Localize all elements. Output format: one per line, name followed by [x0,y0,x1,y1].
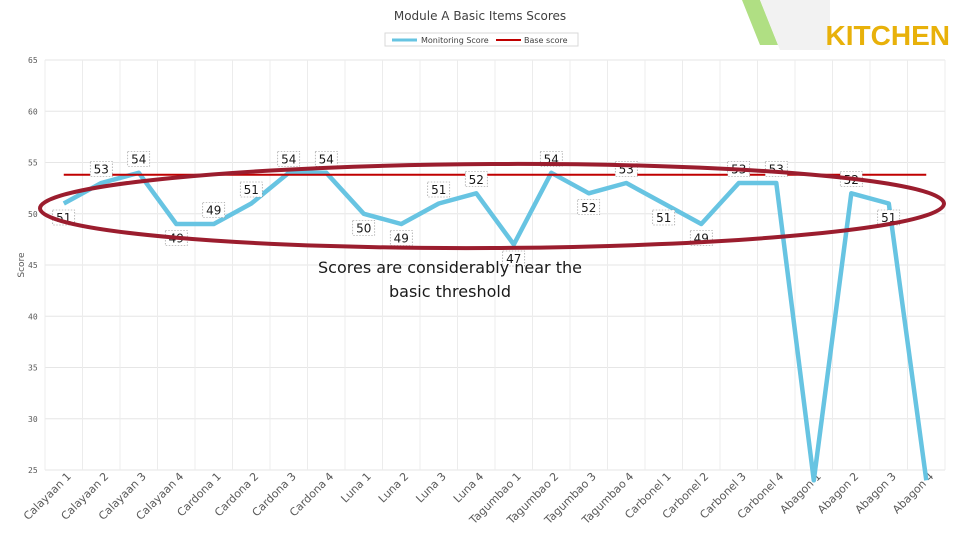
data-label-box [577,199,601,216]
corner-accent-green [742,0,778,45]
chart-title: Module A Basic Items Scores [394,9,566,23]
legend-frame [384,32,579,47]
data-label-box [127,150,151,167]
data-label: 52 [581,201,596,215]
data-label: 49 [394,232,409,246]
brand-logo-text: KITCHEN [826,20,950,51]
data-label: 52 [469,173,484,187]
data-label: 51 [431,183,446,197]
data-label: 50 [356,221,371,235]
y-tick-label: 35 [28,364,38,373]
annotation-line-1: Scores are considerably near the [318,258,582,277]
annotation-line-2: basic threshold [389,282,511,301]
x-tick-label: Luna 1 [338,470,373,505]
y-tick-label: 30 [28,415,38,424]
data-label-box [652,209,676,226]
data-label-box [502,250,526,267]
data-label-box [89,161,113,177]
y-tick-label: 55 [28,159,38,168]
y-tick-label: 40 [28,312,38,321]
y-axis-label: Score [17,252,27,278]
monitoring-score-line [62,170,929,483]
grid [44,59,946,471]
data-label-box [277,150,301,167]
threshold-highlight-ellipse [38,161,946,251]
data-label: 51 [656,211,671,225]
y-tick-label: 45 [28,261,38,270]
y-tick-label: 60 [28,107,38,116]
legend-label-monitoring: Monitoring Score [421,36,489,45]
x-tick-label: Luna 2 [376,470,411,505]
x-tick-label: Luna 3 [413,470,448,505]
data-label: 53 [94,163,109,177]
legend-label-base: Base score [524,36,568,45]
legend: Monitoring Score Base score [384,32,579,47]
data-label-box [389,230,413,246]
data-label: 54 [319,152,334,166]
data-label-box [464,171,488,188]
y-tick-label: 65 [28,56,38,65]
data-label-box [352,219,376,236]
data-label-box [427,181,451,198]
data-label: 51 [244,183,259,197]
data-label: 54 [281,152,296,166]
data-label: 54 [131,152,146,166]
data-label-box [202,202,226,218]
x-tick-label: Abagon 4 [890,470,936,516]
y-tick-label: 50 [28,210,38,219]
y-tick-labels: 25 30 35 40 45 50 55 60 65 [28,56,38,475]
data-label-box [239,181,263,198]
data-label: 47 [506,252,521,266]
x-tick-label: Luna 4 [451,470,486,505]
corner-accent-gray [760,0,830,50]
y-tick-label: 25 [28,466,38,475]
data-label: 49 [206,204,221,218]
